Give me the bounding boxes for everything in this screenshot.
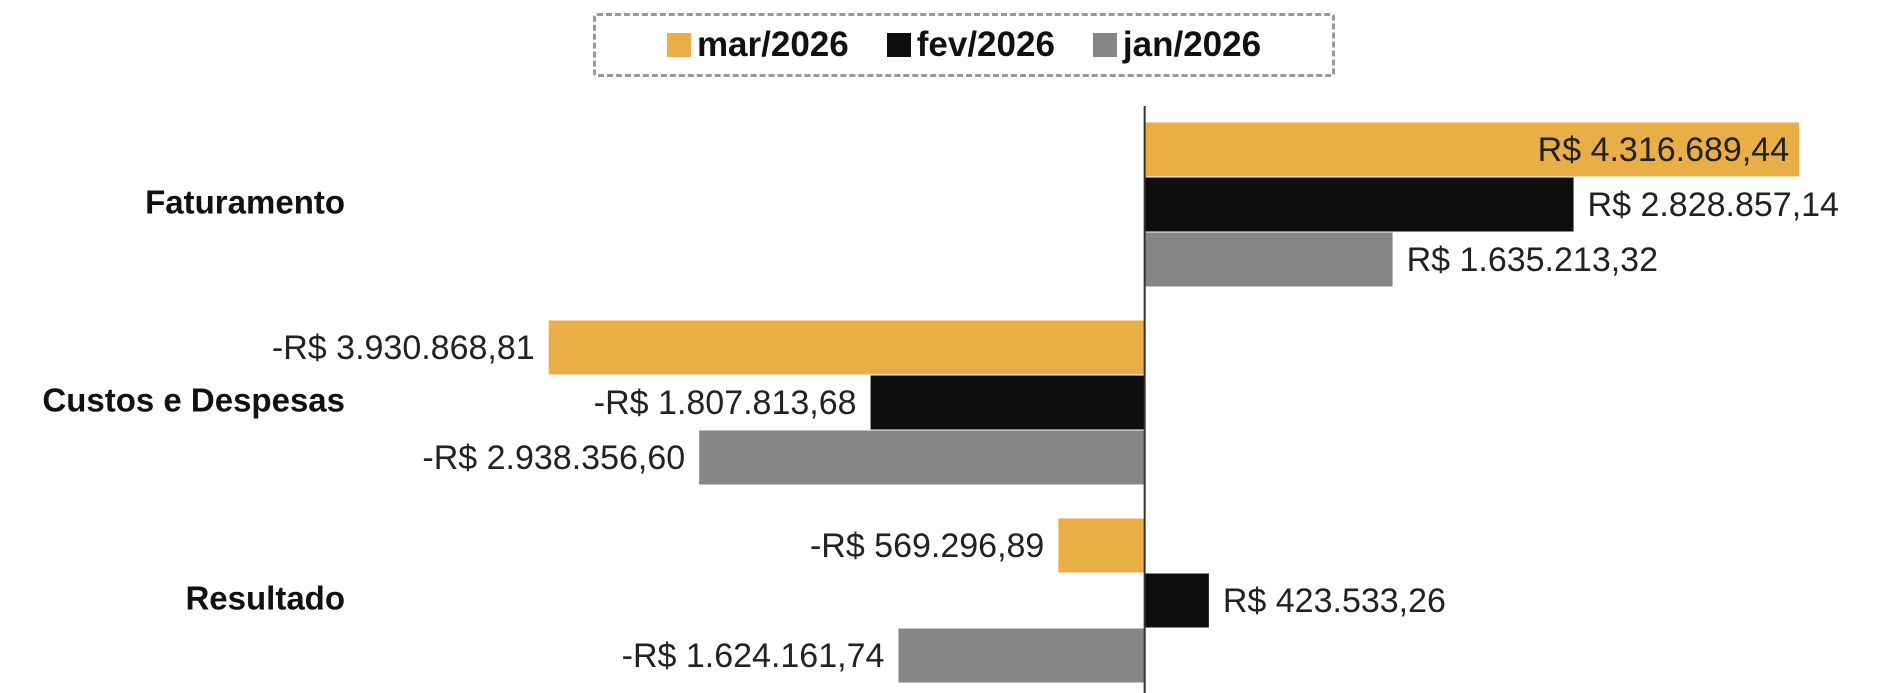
legend-item: mar/2026 (666, 25, 849, 65)
bar (870, 375, 1145, 430)
bar (898, 628, 1145, 683)
legend-item: jan/2026 (1092, 25, 1262, 65)
bar (1144, 122, 1800, 177)
bar (548, 320, 1145, 375)
value-label: -R$ 1.807.813,68 (594, 384, 857, 422)
value-label: R$ 4.316.689,44 (1538, 131, 1789, 169)
bar (699, 430, 1145, 485)
value-label: R$ 1.635.213,32 (1407, 241, 1658, 279)
category-label: Custos e Despesas (42, 382, 345, 419)
legend-item: fev/2026 (886, 25, 1055, 65)
legend: mar/2026 fev/2026 jan/2026 (593, 13, 1335, 77)
category-label: Resultado (185, 580, 345, 617)
value-label: -R$ 2.938.356,60 (422, 439, 685, 477)
legend-label: mar/2026 (696, 25, 849, 64)
value-label: -R$ 3.930.868,81 (272, 329, 535, 367)
bar (1144, 232, 1393, 287)
value-label: -R$ 569.296,89 (810, 527, 1044, 565)
bar (1058, 518, 1145, 573)
legend-swatch (886, 33, 911, 57)
category-label: Faturamento (145, 184, 345, 221)
legend-swatch (666, 33, 691, 57)
bar (1144, 573, 1209, 628)
bar (1144, 177, 1574, 232)
legend-label: jan/2026 (1122, 25, 1262, 64)
value-label: R$ 2.828.857,14 (1588, 186, 1839, 224)
value-label: -R$ 1.624.161,74 (622, 637, 885, 675)
legend-label: fev/2026 (916, 25, 1055, 64)
legend-swatch (1092, 33, 1117, 57)
value-label: R$ 423.533,26 (1223, 582, 1446, 620)
